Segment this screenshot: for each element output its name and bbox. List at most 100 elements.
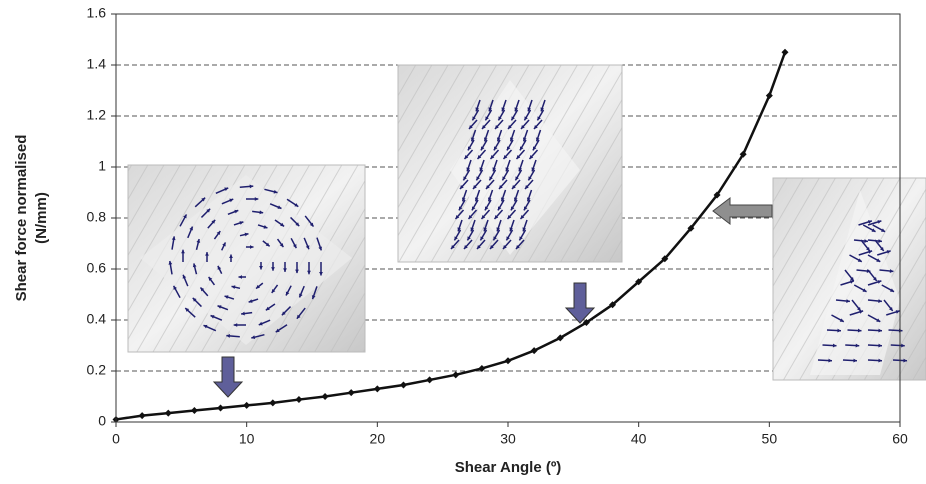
vector-arrow-head — [231, 285, 236, 290]
vector-arrow-head — [857, 307, 861, 311]
vector-arrow-head — [505, 167, 510, 172]
vector-arrow-head — [259, 210, 264, 215]
vector-arrow-head — [457, 227, 462, 232]
vector-arrow-head — [519, 236, 523, 241]
vector-arrow-head — [196, 239, 201, 243]
vector-arrow-head — [531, 167, 536, 172]
vector-arrow-head — [849, 280, 854, 284]
vector-arrow-head — [241, 311, 245, 316]
data-point — [426, 376, 434, 384]
vector-arrow-head — [471, 206, 476, 211]
vector-arrow-head — [832, 343, 837, 348]
vector-arrow-head — [463, 176, 467, 181]
vector-arrow-head — [535, 137, 540, 142]
data-point — [190, 407, 198, 415]
data-point — [138, 412, 146, 420]
vector-arrow-head — [903, 358, 907, 363]
vector-arrow-head — [233, 323, 238, 327]
vector-arrow-head — [451, 245, 455, 249]
vector-arrow-head — [208, 276, 213, 281]
vector-arrow-head — [479, 167, 484, 172]
vector-arrow-head — [889, 269, 894, 273]
data-point — [504, 357, 512, 365]
vector-arrow-head — [311, 295, 316, 300]
y-tick-label: 0.2 — [87, 362, 107, 378]
y-tick-label: 0.4 — [87, 311, 107, 327]
y-tick-label: 0 — [98, 413, 106, 429]
y-axis-title: (N/mm) — [33, 192, 50, 244]
data-point — [347, 389, 355, 397]
y-tick-label: 1.2 — [87, 107, 107, 123]
inset-image — [127, 164, 366, 353]
vector-arrow-head — [878, 358, 882, 363]
x-tick-label: 50 — [762, 431, 778, 447]
vector-arrow-head — [461, 197, 466, 202]
data-point — [452, 371, 460, 379]
vector-arrow-head — [495, 125, 499, 129]
vector-arrow-head — [201, 197, 206, 202]
vector-arrow-head — [483, 227, 488, 232]
vector-arrow-head — [878, 299, 882, 303]
vector-arrow-head — [485, 116, 489, 121]
data-point — [635, 278, 643, 286]
vector-arrow-head — [285, 291, 290, 296]
vector-arrow-head — [251, 335, 256, 340]
vector-arrow-head — [890, 288, 895, 292]
vector-arrow-head — [511, 116, 515, 121]
data-point — [164, 409, 172, 417]
vector-arrow-head — [226, 334, 231, 338]
vector-arrow-head — [498, 116, 502, 121]
vector-arrow-head — [493, 236, 497, 241]
vector-arrow-head — [862, 288, 867, 292]
vector-arrow-head — [182, 274, 187, 279]
vector-arrow-head — [473, 185, 477, 189]
pointer-arrow — [212, 356, 244, 398]
vector-arrow-head — [229, 254, 233, 259]
data-point — [739, 150, 747, 158]
vector-arrow-head — [464, 245, 468, 249]
vector-arrow-head — [205, 252, 209, 256]
vector-arrow-head — [475, 107, 480, 112]
vector-arrow-head — [521, 125, 525, 129]
vector-arrow-head — [524, 116, 528, 121]
vector-arrow-head — [189, 226, 193, 231]
vector-arrow-head — [499, 185, 503, 189]
vector-arrow-head — [476, 176, 480, 181]
vector-arrow-head — [516, 155, 521, 159]
data-point — [530, 347, 538, 355]
vector-arrow-head — [216, 231, 221, 236]
vector-arrow-head — [516, 245, 520, 249]
vector-arrow-head — [837, 328, 841, 333]
vector-arrow-head — [259, 265, 263, 270]
vector-arrow-head — [244, 232, 249, 237]
vector-arrow-head — [503, 155, 508, 159]
vector-arrow-head — [857, 328, 862, 333]
vector-arrow-head — [868, 250, 873, 254]
vector-arrow-head — [490, 155, 495, 159]
vector-arrow-head — [472, 116, 476, 121]
vector-arrow-head — [224, 295, 229, 299]
vector-arrow-head — [275, 328, 280, 333]
vector-arrow-head — [210, 315, 215, 319]
vector-arrow-head — [522, 137, 527, 142]
vector-arrow-head — [206, 208, 211, 213]
vector-arrow-head — [307, 270, 311, 275]
data-point — [399, 381, 407, 389]
vector-arrow-head — [506, 146, 511, 151]
vector-arrow-head — [502, 176, 506, 181]
vector-arrow-head — [458, 206, 463, 211]
data-point — [217, 404, 225, 412]
y-tick-label: 0.6 — [87, 260, 107, 276]
vector-arrow-head — [877, 220, 882, 224]
vector-arrow-head — [839, 318, 844, 322]
x-tick-label: 60 — [892, 431, 908, 447]
vector-arrow-head — [481, 215, 486, 219]
vector-arrow-head — [525, 185, 529, 189]
inset-image — [397, 64, 623, 263]
x-tick-label: 30 — [500, 431, 516, 447]
vector-arrow-head — [280, 222, 285, 227]
x-tick-label: 10 — [239, 431, 255, 447]
x-tick-label: 20 — [370, 431, 386, 447]
vector-arrow-head — [185, 308, 190, 312]
vector-arrow-head — [509, 137, 514, 142]
